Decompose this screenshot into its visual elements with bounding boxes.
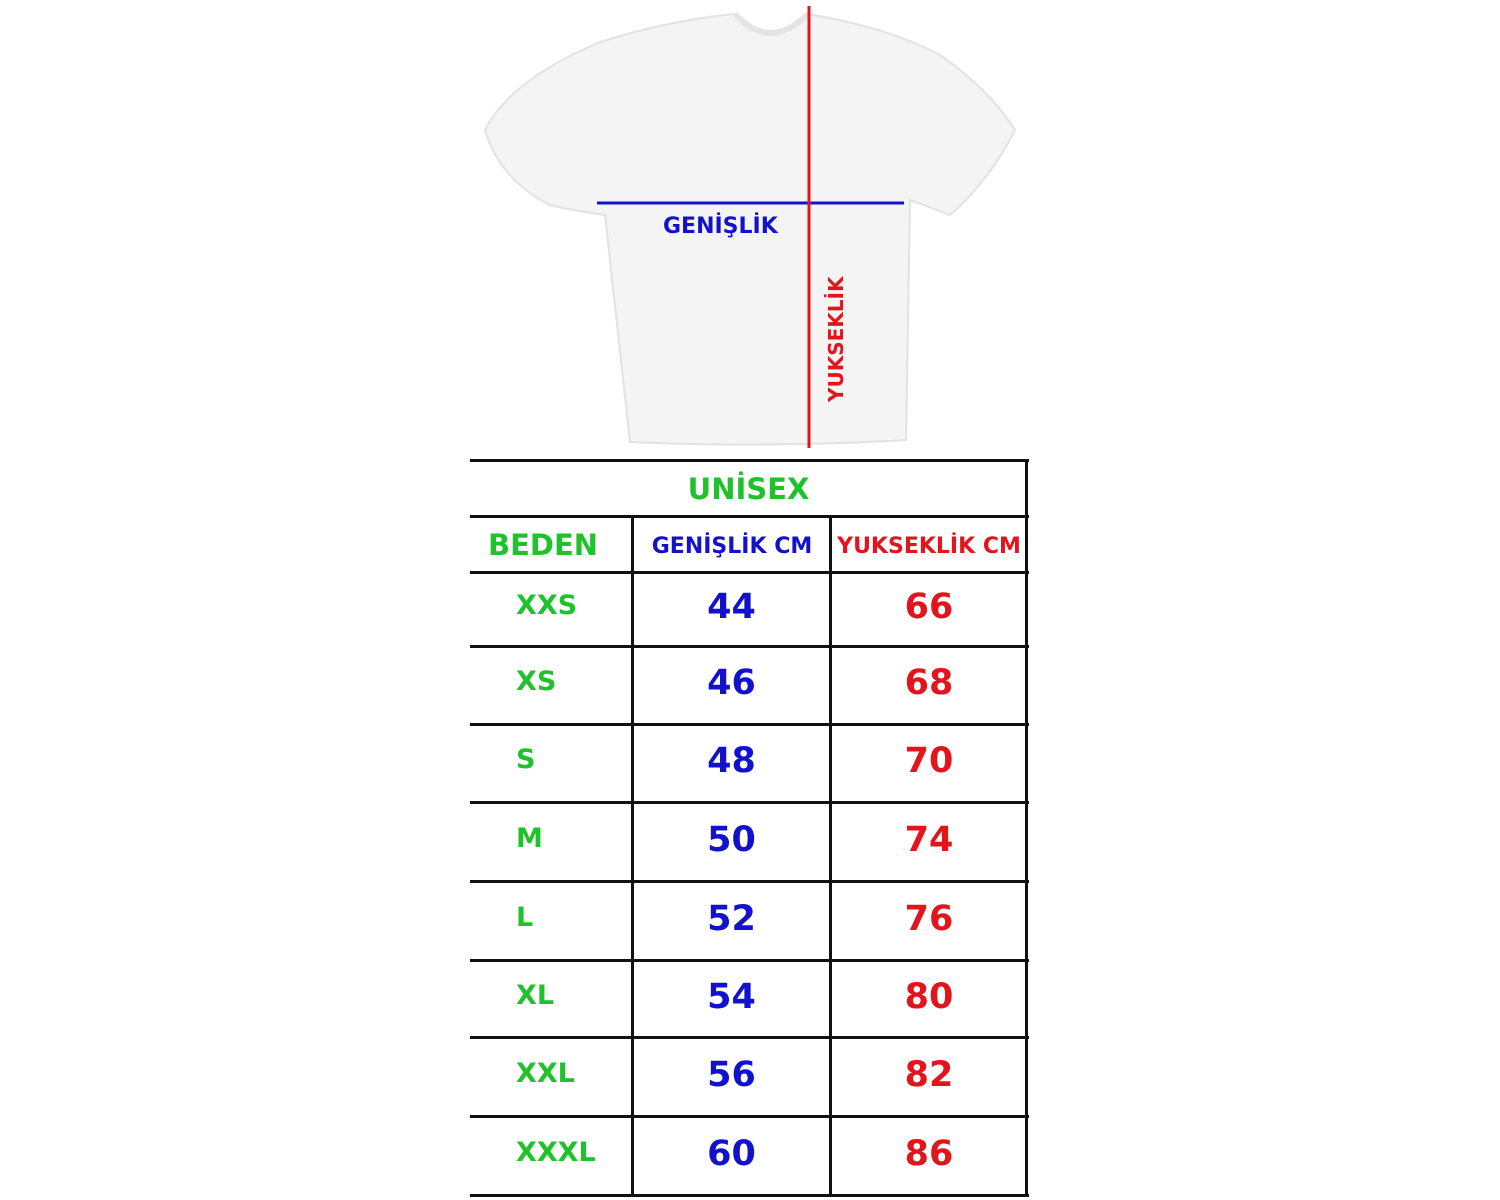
height-cell: 86	[904, 1133, 954, 1174]
size-cell: XXS	[516, 590, 578, 621]
width-cell: 48	[707, 741, 756, 781]
width-cell: 54	[707, 976, 756, 1017]
size-cell: L	[516, 901, 534, 933]
size-cell: S	[516, 744, 536, 775]
width-cell: 56	[707, 1054, 756, 1095]
height-cell: 82	[904, 1054, 954, 1095]
width-label: GENİŞLİK	[663, 214, 778, 239]
size-cell: XS	[516, 666, 557, 697]
table-row: L 52 76	[470, 882, 1027, 959]
height-cell: 68	[904, 663, 954, 703]
height-cell: 76	[904, 898, 954, 939]
table-row: M 50 74	[470, 803, 1027, 880]
table-title: UNİSEX	[687, 472, 810, 506]
header-size: BEDEN	[488, 528, 599, 562]
width-cell: 46	[707, 663, 756, 703]
table-row: XXS 44 66	[470, 573, 1027, 645]
width-cell: 60	[707, 1133, 756, 1174]
header-width: GENİŞLİK CM	[651, 534, 813, 559]
size-cell: XXXL	[516, 1136, 596, 1168]
height-label: YUKSEKLİK	[824, 276, 848, 402]
table-row: XS 46 68	[470, 647, 1027, 723]
height-cell: 80	[904, 976, 954, 1017]
height-cell: 70	[904, 741, 954, 781]
table-row: XL 54 80	[470, 961, 1027, 1036]
size-cell: XXL	[516, 1057, 575, 1089]
width-cell: 44	[707, 587, 756, 627]
table-row: XXXL 60 86	[470, 1117, 1027, 1194]
tshirt-diagram	[483, 6, 1017, 448]
size-cell: M	[516, 822, 543, 854]
height-cell: 66	[904, 587, 954, 627]
width-cell: 52	[707, 898, 756, 939]
table-row: XXL 56 82	[470, 1038, 1027, 1115]
height-cell: 74	[904, 819, 954, 860]
table-row: S 48 70	[470, 725, 1027, 801]
size-cell: XL	[516, 979, 555, 1011]
width-cell: 50	[707, 819, 756, 860]
header-height: YUKSEKLİK CM	[837, 534, 1021, 559]
